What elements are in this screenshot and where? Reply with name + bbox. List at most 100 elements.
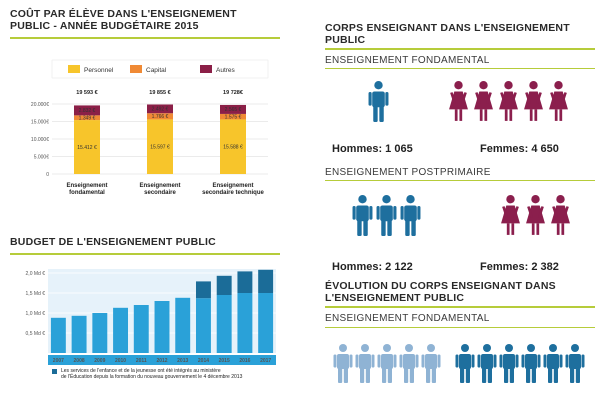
male-teacher-icon <box>352 195 373 236</box>
budget-bar-jeunesse <box>216 275 232 295</box>
female-teacher-icon <box>474 81 493 121</box>
legend-label-autres: Autres <box>216 67 236 74</box>
budget-bar <box>113 307 129 353</box>
teacher-icon-past <box>355 344 375 383</box>
legend-swatch-autres <box>200 65 212 73</box>
budget-bar-jeunesse <box>195 281 211 299</box>
evolution-title-rule <box>325 306 595 308</box>
teacher-icon-past <box>377 344 397 383</box>
teacher-icon-present <box>477 344 497 383</box>
cost-category-label: secondaire technique <box>202 190 264 196</box>
evolution-sub-rule <box>325 327 595 328</box>
cost-bar-label: 1.349 € <box>79 115 96 121</box>
cost-title-line2: PUBLIC - ANNÉE BUDGÉTAIRE 2015 <box>10 20 199 32</box>
cost-bar-personnel <box>74 120 100 174</box>
female-teacher-icon <box>501 195 520 235</box>
female-teacher-icon <box>549 81 568 121</box>
budget-xaxis-band <box>48 355 276 365</box>
budget-bar <box>92 313 108 353</box>
teacher-icon-past <box>399 344 419 383</box>
budget-note-line2: de l'Éducation depuis la formation du no… <box>61 374 243 380</box>
evolution-sub-label: ENSEIGNEMENT FONDAMENTAL <box>325 313 490 324</box>
corps-title-line2: PUBLIC <box>325 34 366 46</box>
cost-bar-autres <box>74 105 100 116</box>
male-teacher-icon <box>400 195 421 236</box>
teacher-icon-present <box>455 344 475 383</box>
fondamental-rule <box>325 68 595 69</box>
female-teacher-icon <box>526 195 545 235</box>
cost-bar-label: 2.832 € <box>79 108 96 114</box>
cost-bar-capital <box>147 113 173 120</box>
budget-ytick-label: 1,5 Md € <box>26 291 46 297</box>
evolution-title: ÉVOLUTION DU CORPS ENSEIGNANT DANS L'ENS… <box>325 280 556 304</box>
cost-title-rule <box>10 37 280 39</box>
budget-bar <box>133 305 149 353</box>
budget-note-swatch <box>52 369 57 374</box>
budget-xtick-label: 2007 <box>53 358 64 364</box>
postprimaire-rule <box>325 180 595 181</box>
budget-bar-jeunesse <box>237 271 253 293</box>
budget-xtick-label: 2013 <box>177 358 188 364</box>
budget-xtick-label: 2015 <box>219 358 230 364</box>
cost-bar-autres <box>220 104 246 114</box>
cost-bar-personnel <box>147 119 173 174</box>
budget-bar <box>154 301 170 353</box>
teacher-icon-past <box>333 344 353 383</box>
teacher-icon-past <box>421 344 441 383</box>
cost-category-label: Enseignement <box>139 183 180 189</box>
budget-note-line1: Les services de l'enfance et de la jeune… <box>61 368 221 374</box>
corps-title-rule <box>325 48 595 50</box>
budget-bar <box>237 293 253 353</box>
budget-bar-jeunesse <box>258 269 274 293</box>
budget-xtick-label: 2012 <box>156 358 167 364</box>
cost-ytick-label: 5.000€ <box>34 154 50 160</box>
cost-total-label: 19 855 € <box>149 90 170 96</box>
cost-bar-label: 2.492 € <box>152 107 169 113</box>
cost-ytick-label: 20.000€ <box>31 102 49 108</box>
cost-ytick-label: 10.000€ <box>31 137 49 143</box>
cost-bar-capital <box>74 115 100 121</box>
evolution-title-line2: L'ENSEIGNEMENT PUBLIC <box>325 292 465 304</box>
budget-xtick-label: 2016 <box>239 358 250 364</box>
post-hommes-count: Hommes: 2 122 <box>332 261 413 273</box>
budget-chart: 0,5 Md € 1,0 Md € 1,5 Md € 2,0 Md € 2007 2008… <box>26 269 276 365</box>
budget-bar <box>195 298 211 353</box>
cost-bar-label: 2.565 € <box>225 107 242 113</box>
cost-bar-capital <box>220 113 246 120</box>
fond-femmes-count: Femmes: 4 650 <box>480 143 559 155</box>
post-femmes-count: Femmes: 2 382 <box>480 261 559 273</box>
teacher-icon-present <box>521 344 541 383</box>
cost-per-pupil-chart: Personnel Capital Autres 0 5.000€ 10.000€ 15.0… <box>31 59 269 196</box>
budget-xtick-label: 2008 <box>74 358 85 364</box>
budget-bar <box>258 293 274 353</box>
cost-title-line1: COÛT PAR ÉLÈVE DANS L'ENSEIGNEMENT <box>10 8 237 20</box>
cost-category-label: secondaire <box>144 190 176 196</box>
budget-ytick-label: 2,0 Md € <box>26 271 46 277</box>
legend-label-personnel: Personnel <box>84 67 114 74</box>
cost-category-label: Enseignement <box>66 183 107 189</box>
budget-chart-title: BUDGET DE L'ENSEIGNEMENT PUBLIC <box>10 236 216 248</box>
teacher-icon-present <box>499 344 519 383</box>
legend-label-capital: Capital <box>146 67 167 74</box>
postprimaire-label: ENSEIGNEMENT POSTPRIMAIRE <box>325 167 491 178</box>
female-teacher-icon <box>524 81 543 121</box>
male-teacher-icon <box>376 195 397 236</box>
budget-bar <box>216 295 232 353</box>
cost-bar-label: 1.766 € <box>152 114 169 120</box>
budget-bar <box>71 315 87 353</box>
cost-bar-personnel <box>220 119 246 174</box>
fondamental-icons <box>368 81 568 122</box>
budget-title-rule <box>10 253 280 255</box>
female-teacher-icon <box>449 81 468 121</box>
budget-xtick-label: 2010 <box>115 358 126 364</box>
budget-note: Les services de l'enfance et de la jeune… <box>61 368 276 380</box>
cost-category-label: Enseignement <box>212 183 253 189</box>
cost-chart-title: COÛT PAR ÉLÈVE DANS L'ENSEIGNEMENT PUBLI… <box>10 8 237 32</box>
evolution-title-line1: ÉVOLUTION DU CORPS ENSEIGNANT DANS <box>325 280 556 292</box>
fondamental-label: ENSEIGNEMENT FONDAMENTAL <box>325 55 490 66</box>
cost-category-label: fondamental <box>69 190 105 196</box>
teacher-icon-present <box>565 344 585 383</box>
budget-bar <box>50 317 66 353</box>
budget-xtick-label: 2011 <box>136 358 147 364</box>
cost-ytick-label: 0 <box>46 172 49 178</box>
